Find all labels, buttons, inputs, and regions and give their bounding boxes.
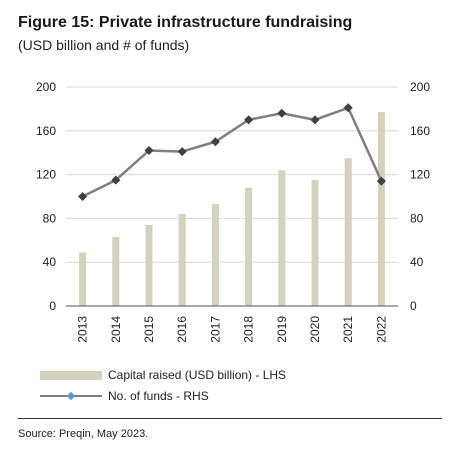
y-right-tick-label: 0 — [410, 299, 417, 313]
legend-line-swatch — [40, 391, 102, 401]
x-tick-label: 2014 — [109, 316, 123, 343]
bar — [278, 170, 286, 306]
chart-title: Figure 15: Private infrastructure fundra… — [18, 14, 353, 31]
bar — [245, 187, 253, 306]
line-marker — [244, 115, 254, 125]
x-tick-label: 2020 — [308, 316, 322, 343]
line-marker — [177, 147, 187, 157]
x-tick-label: 2022 — [374, 316, 388, 343]
y-left-tick-label: 200 — [36, 80, 56, 94]
line-marker — [310, 115, 320, 125]
y-right-tick-label: 120 — [410, 168, 430, 182]
line-marker — [78, 191, 88, 202]
bar — [211, 204, 219, 306]
y-left-tick-label: 120 — [36, 168, 56, 182]
x-tick-label: 2018 — [242, 316, 256, 343]
x-tick-label: 2019 — [275, 316, 289, 343]
y-left-tick-label: 80 — [43, 211, 57, 225]
y-left-tick-label: 0 — [49, 299, 56, 313]
y-right-tick-label: 160 — [410, 124, 430, 138]
y-left-tick-label: 160 — [36, 124, 56, 138]
legend-bar-label: Capital raised (USD billion) - LHS — [108, 368, 287, 382]
line-marker — [210, 137, 220, 147]
line-marker — [343, 103, 353, 113]
line-marker — [111, 175, 121, 185]
x-tick-label: 2016 — [175, 316, 189, 343]
bar — [112, 237, 120, 306]
y-right-tick-label: 40 — [410, 255, 424, 269]
line-marker — [144, 145, 154, 156]
x-tick-label: 2017 — [208, 316, 222, 343]
line-marker — [376, 176, 386, 186]
y-left-tick-label: 40 — [43, 255, 57, 269]
x-tick-label: 2021 — [341, 316, 355, 343]
bar — [145, 224, 153, 306]
bar — [344, 158, 352, 306]
bar — [377, 112, 385, 306]
legend-item-bars: Capital raised (USD billion) - LHS — [40, 368, 286, 382]
legend-item-line: No. of funds - RHS — [40, 389, 209, 403]
line-marker — [277, 108, 287, 118]
y-right-tick-label: 80 — [410, 211, 424, 225]
series-line — [82, 106, 383, 198]
bar — [79, 252, 87, 306]
x-tick-label: 2013 — [76, 316, 90, 343]
y-right-tick-label: 200 — [410, 80, 430, 94]
chart-subtitle: (USD billion and # of funds) — [18, 37, 190, 53]
legend-bar-swatch — [40, 370, 102, 380]
bar — [311, 180, 319, 306]
x-tick-label: 2015 — [142, 316, 156, 343]
bar — [178, 214, 186, 306]
source-divider — [18, 418, 442, 419]
source-note: Source: Preqin, May 2023. — [18, 428, 149, 440]
legend-line-label: No. of funds - RHS — [108, 389, 209, 403]
